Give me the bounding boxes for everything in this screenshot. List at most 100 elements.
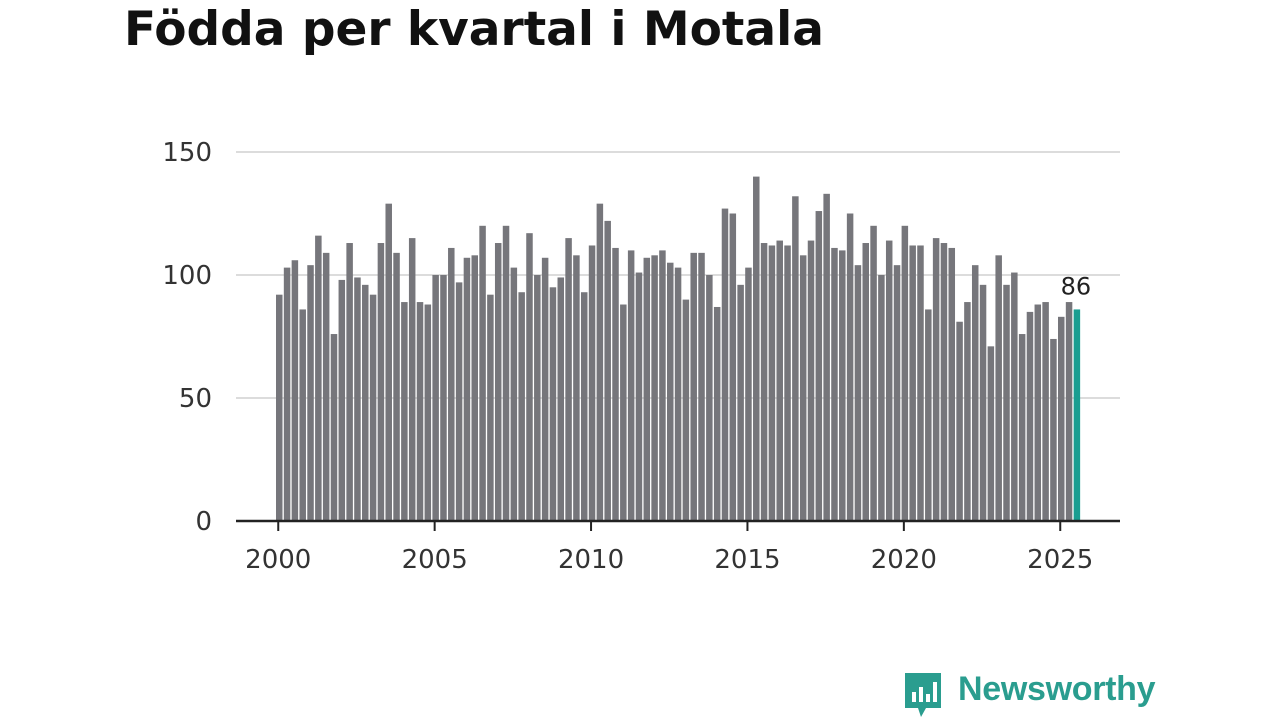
bar [612, 247, 619, 521]
bar [799, 255, 807, 521]
bar [416, 302, 424, 521]
bar [518, 292, 525, 521]
bar [580, 292, 588, 521]
bar [1050, 338, 1057, 521]
bar [463, 257, 471, 521]
bar [487, 294, 494, 521]
bars [276, 176, 1081, 522]
bar [878, 275, 885, 521]
x-tick-label: 2025 [1027, 545, 1093, 575]
bar [440, 275, 447, 521]
bar [596, 203, 604, 521]
bar [651, 255, 658, 521]
bar [940, 243, 948, 521]
bar [338, 279, 346, 521]
bar [964, 302, 971, 521]
bar [885, 240, 893, 521]
y-axis-labels: 0 50 100 150 [162, 138, 212, 537]
bar [909, 245, 916, 522]
bar [573, 255, 580, 521]
x-tick-label: 2000 [245, 545, 311, 575]
bar [729, 213, 737, 521]
bar [448, 247, 455, 521]
bar [354, 277, 361, 521]
bar-highlighted [1073, 309, 1081, 521]
bar [362, 284, 369, 521]
bar [502, 225, 510, 522]
bar [901, 225, 909, 522]
y-tick-label: 0 [195, 507, 212, 537]
bar [315, 235, 322, 521]
bar [1026, 311, 1034, 521]
x-tick-label: 2010 [558, 545, 624, 575]
bar [557, 277, 565, 521]
bar [346, 243, 353, 521]
bar [917, 245, 924, 522]
bar [471, 255, 478, 521]
bar [424, 304, 432, 521]
bar [307, 265, 314, 521]
bar [299, 309, 306, 521]
bar [588, 245, 596, 522]
bar [1003, 284, 1010, 521]
bar [776, 240, 783, 521]
bar [698, 252, 705, 522]
bar [1065, 302, 1073, 521]
bar [682, 299, 690, 521]
bar [893, 265, 901, 521]
bar [534, 275, 541, 521]
bar [690, 252, 697, 522]
bar [1042, 302, 1049, 521]
bar [979, 284, 987, 521]
bar [846, 213, 854, 521]
bar [1018, 334, 1026, 521]
bar [706, 275, 713, 521]
bar [643, 257, 651, 521]
bar [1011, 272, 1018, 521]
x-tick-label: 2015 [714, 545, 780, 575]
bar [1058, 316, 1065, 521]
bar [956, 321, 963, 521]
x-tick-label: 2020 [871, 545, 937, 575]
bar [627, 250, 635, 521]
bar [995, 255, 1002, 521]
chart-title: Födda per kvartal i Motala [124, 2, 824, 57]
bar [823, 193, 830, 521]
bar [667, 262, 674, 521]
bar [479, 225, 486, 522]
bar [932, 238, 940, 521]
bar [322, 252, 330, 522]
bar [565, 238, 572, 521]
bar [721, 208, 729, 521]
bar [432, 275, 439, 521]
x-axis-labels: 2000 2005 2010 2015 2020 2025 [245, 545, 1093, 575]
bar [784, 245, 791, 522]
bar [455, 282, 463, 521]
bar [870, 225, 877, 522]
bar [862, 243, 869, 521]
bar [276, 294, 283, 521]
bar [831, 247, 838, 521]
bar [377, 243, 385, 521]
bar [760, 243, 768, 521]
bar [839, 250, 846, 521]
bar [401, 302, 408, 521]
bar [291, 260, 299, 521]
bar [807, 240, 815, 521]
y-tick-label: 50 [179, 384, 212, 414]
bar [815, 211, 823, 522]
bar [737, 284, 744, 521]
bar [330, 334, 338, 521]
bar [659, 250, 666, 521]
bar [768, 245, 776, 522]
newsworthy-logo-icon [905, 673, 941, 717]
bar [674, 267, 682, 521]
bar [408, 238, 416, 521]
bar [1034, 304, 1042, 521]
bar [510, 267, 518, 521]
bar [987, 346, 995, 521]
bar [925, 309, 932, 521]
last-value-label: 86 [1061, 272, 1092, 300]
bar [753, 176, 760, 521]
x-tick-label: 2005 [402, 545, 468, 575]
